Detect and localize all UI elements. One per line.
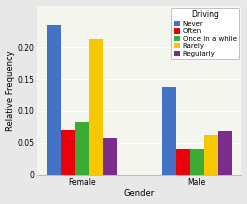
Bar [75,122,89,175]
Bar [190,149,204,175]
Bar [61,130,75,175]
Bar [89,39,103,175]
Bar [162,87,176,175]
Bar [218,131,232,175]
Bar [176,149,190,175]
X-axis label: Gender: Gender [124,190,155,198]
Bar [47,25,61,175]
Y-axis label: Relative Frequency: Relative Frequency [5,50,15,131]
Bar [204,135,218,175]
Legend: Never, Often, Once in a while, Rarely, Regularly: Never, Often, Once in a while, Rarely, R… [171,8,239,60]
Bar [103,139,117,175]
